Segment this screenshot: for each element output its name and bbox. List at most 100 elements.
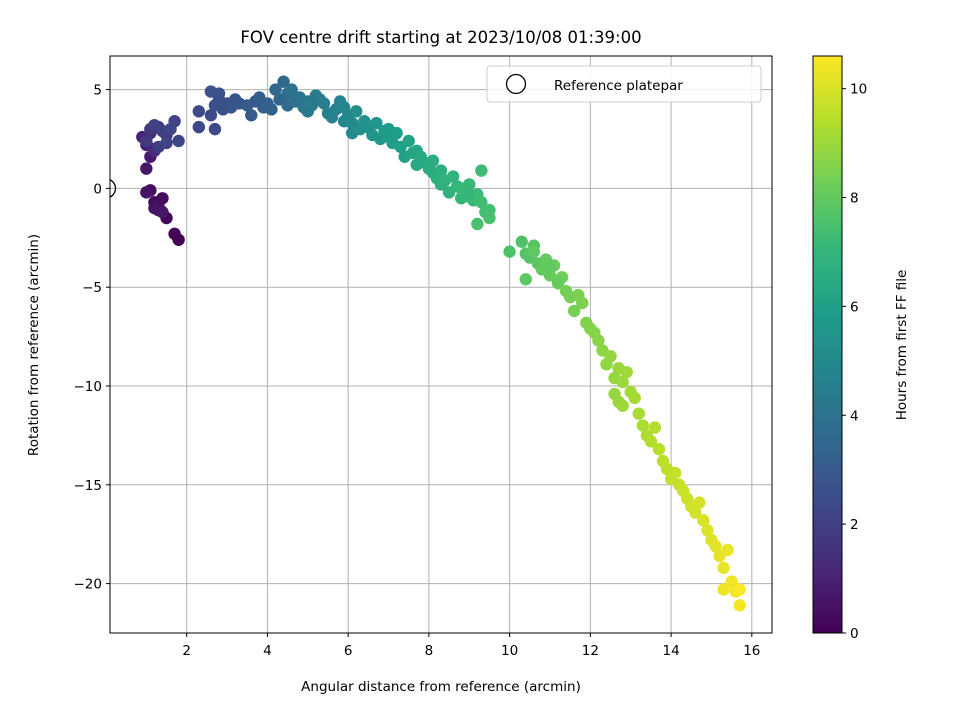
x-tick-label: 4 xyxy=(263,643,272,659)
y-tick-label: 5 xyxy=(93,83,102,99)
data-point xyxy=(519,273,532,286)
colorbar-tick-label: 8 xyxy=(850,191,859,207)
data-point xyxy=(733,583,746,596)
legend: Reference platepar xyxy=(486,65,762,103)
data-point xyxy=(156,205,169,219)
colorbar-tick-label: 10 xyxy=(850,82,867,98)
data-point xyxy=(269,83,282,96)
colorbar-tick-label: 4 xyxy=(850,408,859,424)
colorbar xyxy=(812,55,843,634)
data-point xyxy=(463,188,476,201)
data-point xyxy=(725,575,738,588)
data-point xyxy=(277,75,290,88)
x-tick-label: 6 xyxy=(344,643,353,659)
data-point xyxy=(140,186,153,199)
data-point xyxy=(576,296,589,310)
data-point xyxy=(503,245,516,258)
data-point xyxy=(317,97,331,110)
data-point xyxy=(434,164,448,177)
reference-marker xyxy=(110,179,117,198)
y-tick-label: −10 xyxy=(74,379,103,395)
legend-entry-reference: Reference platepar xyxy=(554,78,683,94)
data-point xyxy=(446,170,460,183)
data-point xyxy=(475,196,488,209)
data-point xyxy=(693,496,706,509)
data-point xyxy=(620,365,633,379)
reference-marker-group xyxy=(110,179,117,198)
data-point xyxy=(717,561,730,574)
data-point xyxy=(733,599,746,612)
data-point xyxy=(285,83,298,96)
data-point xyxy=(616,375,629,389)
x-tick-label: 12 xyxy=(582,643,599,659)
data-point xyxy=(652,443,666,456)
data-point xyxy=(160,136,173,150)
data-point xyxy=(616,399,629,412)
data-point xyxy=(265,103,278,116)
colorbar-label: Hours from first FF file xyxy=(894,270,910,421)
data-point xyxy=(628,391,641,405)
data-point xyxy=(172,134,185,148)
data-point xyxy=(701,524,714,537)
data-point xyxy=(471,217,484,231)
data-point xyxy=(164,122,177,136)
data-point xyxy=(543,261,557,274)
data-point xyxy=(592,334,605,347)
data-point xyxy=(709,539,722,553)
data-point xyxy=(527,245,541,258)
data-point xyxy=(204,109,218,122)
colorbar-tick-label: 2 xyxy=(850,517,859,533)
data-point xyxy=(717,583,730,596)
x-tick-label: 10 xyxy=(501,643,518,659)
x-axis-ticks: 2 4 6 8 10 12 14 16 xyxy=(182,633,760,659)
data-point xyxy=(390,126,403,140)
data-point xyxy=(192,105,206,118)
data-point xyxy=(370,116,383,130)
plot-frame xyxy=(109,55,773,634)
data-point xyxy=(644,435,658,448)
data-point xyxy=(721,543,734,557)
colorbar-ticks: 0 2 4 6 8 10 xyxy=(842,82,867,642)
data-point xyxy=(697,514,710,527)
data-point xyxy=(632,407,645,420)
data-point xyxy=(402,134,415,148)
data-point xyxy=(568,304,581,318)
data-point xyxy=(426,154,440,167)
data-point xyxy=(475,164,488,177)
data-point xyxy=(148,118,161,132)
data-point xyxy=(350,105,363,118)
data-point xyxy=(192,120,206,134)
data-point xyxy=(689,506,702,519)
data-point xyxy=(668,466,682,480)
data-points xyxy=(136,0,746,612)
data-point xyxy=(208,122,222,136)
legend-marker-icon xyxy=(505,73,527,95)
legend-box xyxy=(486,65,762,103)
y-tick-label: −20 xyxy=(74,577,103,593)
x-tick-label: 14 xyxy=(662,643,679,659)
chart-title: FOV centre drift starting at 2023/10/08 … xyxy=(240,28,641,47)
data-point xyxy=(483,211,496,225)
data-point xyxy=(168,227,181,241)
colorbar-tick-label: 0 xyxy=(850,626,859,642)
data-point xyxy=(208,99,222,112)
data-point xyxy=(636,419,650,432)
x-tick-label: 16 xyxy=(743,643,760,659)
x-tick-label: 2 xyxy=(182,643,191,659)
grid-lines xyxy=(110,56,772,633)
y-axis-label: Rotation from reference (arcmin) xyxy=(26,234,42,456)
data-point xyxy=(241,99,254,112)
data-point xyxy=(648,421,662,434)
y-tick-label: −5 xyxy=(82,280,102,296)
y-tick-label: 0 xyxy=(93,181,102,197)
data-point xyxy=(515,235,528,248)
data-point xyxy=(551,275,565,288)
y-axis-ticks: 5 0 −5 −10 −15 −20 xyxy=(74,83,110,593)
y-tick-label: −15 xyxy=(74,478,103,494)
data-point xyxy=(709,0,721,6)
data-point xyxy=(245,109,258,122)
colorbar-tick-label: 6 xyxy=(850,299,859,315)
x-tick-label: 8 xyxy=(425,643,434,659)
data-point xyxy=(604,350,617,363)
data-point xyxy=(204,85,218,98)
